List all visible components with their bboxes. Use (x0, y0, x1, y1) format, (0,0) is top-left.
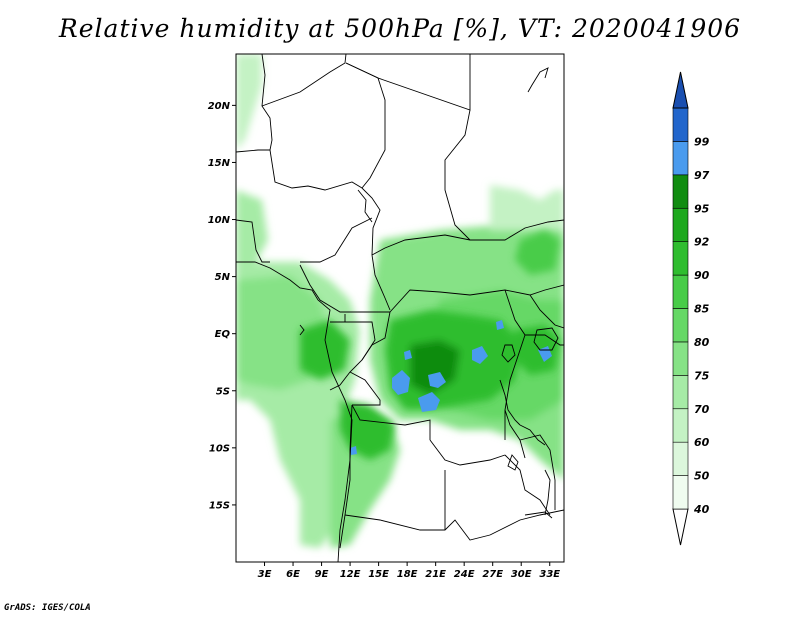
colorbar-level-label: 95 (694, 202, 710, 215)
colorbar-segment (672, 308, 689, 343)
lon-tick-label: 21E (425, 569, 446, 580)
humidity-field (236, 54, 564, 548)
lat-tick-label: 5N (215, 272, 231, 283)
colorbar: 40 50 60 70 75 80 85 90 92 95 97 99 (672, 71, 710, 546)
colorbar-segment (672, 241, 689, 276)
lat-tick-label: 15S (209, 500, 230, 511)
lon-tick-label: 12E (340, 569, 361, 580)
colorbar-level-label: 50 (694, 470, 710, 483)
lon-tick-label: 30E (511, 569, 532, 580)
colorbar-segment (672, 107, 689, 142)
colorbar-segment (672, 341, 689, 376)
colorbar-level-label: 85 (694, 303, 710, 316)
lat-tick-label: 20N (208, 101, 231, 112)
humidity-shading-mid (300, 230, 560, 460)
humidity-shading-high (350, 320, 552, 455)
lat-tick-label: 10S (209, 443, 230, 454)
colorbar-level-label: 92 (694, 236, 710, 249)
lon-tick-label: 24E (454, 569, 475, 580)
country-borders (236, 54, 564, 562)
grads-credit: GrADS: IGES/COLA (4, 603, 91, 613)
colorbar-segment (672, 274, 689, 309)
longitude-axis: 3E 6E 9E 12E 15E 18E 21E 24E 27E 30E 33E (258, 562, 560, 580)
lat-tick-label: EQ (215, 329, 231, 340)
colorbar-level-label: 80 (694, 336, 710, 349)
colorbar-level-label: 40 (693, 503, 710, 516)
lat-tick-label: 10N (208, 215, 231, 226)
map-frame (235, 53, 565, 563)
colorbar-segment (672, 441, 689, 476)
colorbar-segment (672, 475, 689, 510)
lat-tick-label: 5S (216, 386, 230, 397)
colorbar-level-label: 70 (694, 403, 710, 416)
latitude-axis: 20N 15N 10N 5N EQ 5S 10S 15S (208, 101, 236, 511)
colorbar-level-label: 75 (694, 369, 710, 382)
colorbar-segment (672, 408, 689, 443)
colorbar-above-triangle (672, 71, 689, 109)
colorbar-segment (672, 375, 689, 410)
lon-tick-label: 15E (368, 569, 389, 580)
colorbar-segment (672, 141, 689, 176)
lon-tick-label: 27E (482, 569, 503, 580)
lon-tick-label: 33E (539, 569, 560, 580)
colorbar-level-label: 60 (694, 436, 710, 449)
lat-tick-label: 15N (208, 158, 231, 169)
colorbar-level-label: 99 (694, 135, 710, 148)
colorbar-level-label: 90 (694, 269, 710, 282)
chart-title: Relative humidity at 500hPa [%], VT: 202… (58, 14, 742, 43)
colorbar-segment (672, 207, 689, 242)
colorbar-below-triangle (672, 508, 689, 546)
lon-tick-label: 9E (315, 569, 329, 580)
lon-tick-label: 3E (258, 569, 272, 580)
colorbar-segment (672, 174, 689, 209)
lon-tick-label: 6E (286, 569, 300, 580)
lon-tick-label: 18E (397, 569, 418, 580)
colorbar-level-label: 97 (694, 169, 710, 182)
